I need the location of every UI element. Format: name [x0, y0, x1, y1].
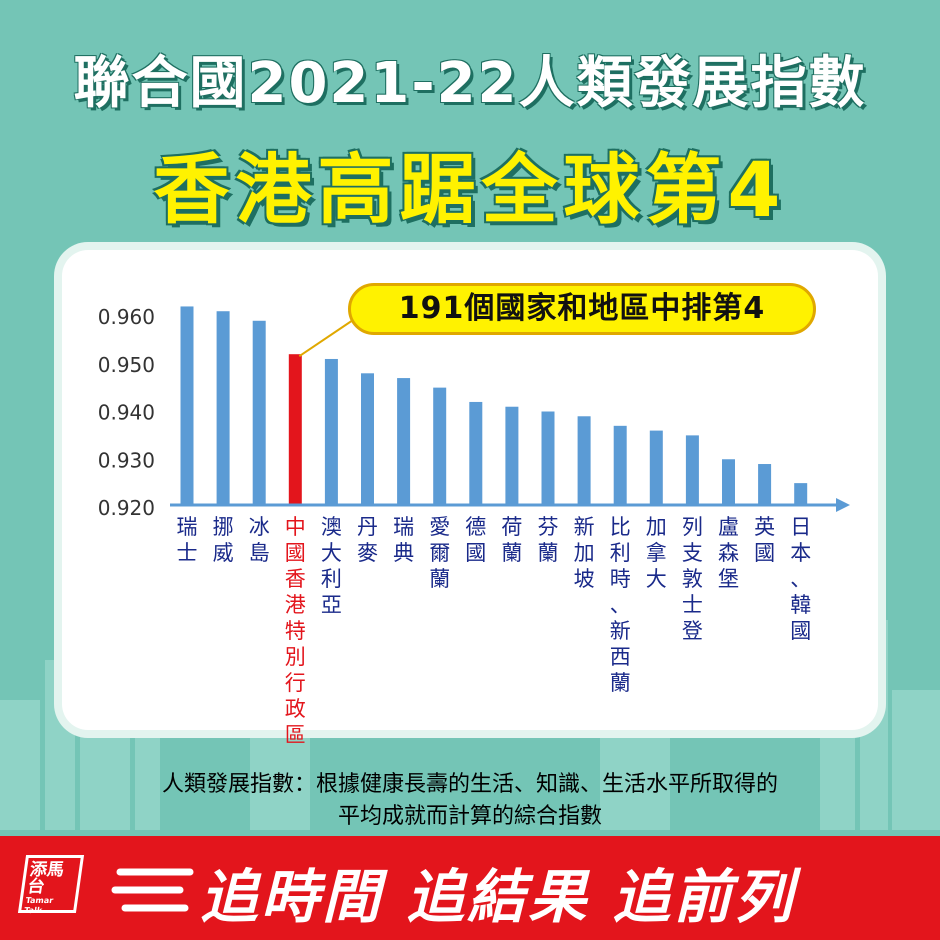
- x-tick-label-char: 支: [682, 541, 703, 565]
- bar: [613, 425, 627, 505]
- x-tick-label-char: 香: [285, 567, 306, 591]
- bar: [758, 464, 772, 505]
- logo-text: 添馬台: [26, 860, 66, 897]
- x-tick-label-char: 大: [646, 567, 667, 591]
- x-tick-label-char: 加: [646, 515, 667, 539]
- x-tick-label-char: 森: [718, 541, 739, 565]
- bar: [649, 430, 663, 505]
- banner-slogan: 追時間 追結果 追前列: [200, 863, 796, 931]
- x-tick-label-char: 愛: [429, 515, 450, 539]
- x-tick-label-char: 坡: [574, 567, 595, 591]
- x-tick-label-char: 區: [285, 723, 306, 747]
- x-tick-label-char: 登: [682, 619, 703, 643]
- x-tick-label-char: 韓: [790, 593, 811, 617]
- x-tick-label-char: 加: [574, 541, 595, 565]
- y-tick-label: 0.960: [98, 305, 155, 329]
- x-tick-label-char: 士: [682, 593, 703, 617]
- x-tick-label-char: 新: [610, 619, 631, 643]
- x-tick-label-char: 蘭: [610, 671, 631, 695]
- x-tick-label-char: 新: [574, 515, 595, 539]
- bar: [433, 387, 447, 505]
- x-tick-label-char: 丹: [357, 515, 378, 539]
- x-tick-label-char: 拿: [646, 541, 667, 565]
- logo-subtext: Tamar Talk: [23, 896, 54, 915]
- bar: [541, 411, 555, 505]
- x-tick-label-char: 麥: [357, 541, 378, 565]
- y-tick-label: 0.950: [98, 353, 155, 377]
- x-tick-label-char: 荷: [501, 515, 522, 539]
- x-tick-label-char: 中: [285, 515, 306, 539]
- x-tick-label-char: 冰: [249, 515, 270, 539]
- bar: [180, 306, 194, 505]
- footnote-line-2: 平均成就而計算的綜合指數: [337, 804, 602, 829]
- x-tick-label-char: 港: [285, 593, 306, 617]
- x-tick-label-char: 英: [754, 515, 775, 539]
- x-tick-label-char: 特: [285, 619, 306, 643]
- x-tick-label-char: 威: [213, 541, 234, 565]
- bar: [252, 320, 266, 505]
- rank-callout: 191個國家和地區中排第4: [348, 283, 816, 335]
- x-tick-label-char: 比: [610, 515, 631, 539]
- page-subtitle: 香港高踞全球第4: [153, 145, 787, 234]
- x-tick-label-char: 利: [321, 567, 342, 591]
- bar: [216, 311, 230, 505]
- x-tick-label-char: 敦: [682, 567, 703, 591]
- x-tick-label-char: 時: [610, 567, 631, 591]
- x-tick-label-char: 國: [285, 541, 306, 565]
- x-tick-label-char: 利: [610, 541, 631, 565]
- bar: [577, 416, 591, 505]
- x-tick-label-char: 典: [393, 541, 414, 565]
- x-tick-label-char: 別: [285, 645, 306, 669]
- x-tick-label-char: 島: [249, 541, 270, 565]
- x-tick-label-char: 、: [610, 593, 631, 617]
- x-tick-label-char: 國: [754, 541, 775, 565]
- x-tick-label-char: 、: [790, 567, 811, 591]
- footnote-line-1: 人類發展指數：根據健康長壽的生活、知識、生活水平所取得的: [161, 772, 778, 797]
- x-tick-label-char: 德: [465, 515, 486, 539]
- x-tick-label-char: 政: [285, 697, 306, 721]
- x-tick-label-char: 士: [177, 541, 198, 565]
- bar: [324, 358, 338, 505]
- x-tick-label-char: 亞: [321, 593, 342, 617]
- bar: [397, 378, 411, 505]
- x-tick-label-char: 蘭: [429, 567, 450, 591]
- x-tick-label-char: 本: [790, 541, 811, 565]
- x-tick-label-char: 瑞: [393, 515, 414, 539]
- x-tick-label-char: 日: [790, 515, 811, 539]
- bar: [794, 483, 808, 505]
- bar: [685, 435, 699, 505]
- bar: [722, 459, 735, 505]
- page-title: 聯合國2021-22人類發展指數: [73, 51, 867, 116]
- x-tick-label-char: 蘭: [501, 541, 522, 565]
- x-tick-label-char: 列: [682, 515, 703, 539]
- y-tick-label: 0.920: [98, 496, 155, 520]
- bar: [361, 373, 374, 505]
- x-axis-arrow: [836, 498, 850, 512]
- x-tick-label-char: 西: [610, 645, 631, 669]
- y-tick-label: 0.940: [98, 401, 155, 425]
- x-tick-label-char: 爾: [429, 541, 450, 565]
- highlight-bar: [288, 354, 302, 505]
- y-tick-label: 0.930: [98, 448, 155, 472]
- x-tick-label-char: 澳: [321, 515, 342, 539]
- x-tick-label-char: 堡: [718, 567, 739, 591]
- x-tick-label-char: 蘭: [538, 541, 559, 565]
- bar: [505, 406, 519, 505]
- tamar-talk-logo-icon: 添馬台 Tamar Talk: [17, 855, 85, 915]
- x-tick-label-char: 大: [321, 541, 342, 565]
- speed-lines-icon: [111, 868, 194, 912]
- x-tick-label-char: 瑞: [177, 515, 198, 539]
- bar: [469, 401, 483, 505]
- callout-pointer: [298, 317, 357, 358]
- x-tick-label-char: 挪: [213, 515, 234, 539]
- x-tick-label-char: 國: [465, 541, 486, 565]
- x-tick-label-char: 芬: [538, 515, 559, 539]
- x-tick-label-char: 盧: [718, 515, 739, 539]
- x-tick-label-char: 行: [285, 671, 306, 695]
- x-tick-label-char: 國: [790, 619, 811, 643]
